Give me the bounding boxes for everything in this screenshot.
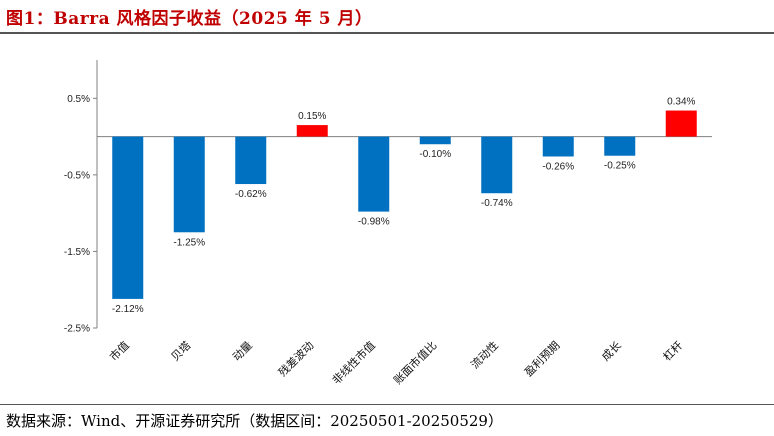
category-label: 成长 bbox=[599, 339, 624, 364]
data-label: -0.74% bbox=[481, 198, 513, 209]
data-label: -0.26% bbox=[542, 161, 574, 172]
category-label: 非线性市值 bbox=[329, 338, 378, 387]
bar-8 bbox=[542, 136, 574, 157]
bar-2 bbox=[173, 136, 205, 233]
category-label: 残差波动 bbox=[275, 338, 316, 379]
bar-7 bbox=[481, 136, 513, 194]
data-label: -1.25% bbox=[173, 237, 205, 248]
category-label: 账面市值比 bbox=[391, 338, 440, 387]
data-label: -0.98% bbox=[358, 217, 390, 228]
source-note: 数据来源：Wind、开源证券研究所（数据区间：20250501-20250529… bbox=[6, 412, 503, 430]
data-label: -2.12% bbox=[112, 304, 144, 315]
y-tick-label: -1.5% bbox=[64, 247, 90, 258]
data-label: 0.15% bbox=[298, 111, 326, 122]
category-label: 杠杆 bbox=[660, 338, 685, 363]
category-label: 贝塔 bbox=[169, 339, 194, 364]
footer-divider bbox=[0, 404, 774, 405]
data-label: -0.25% bbox=[604, 161, 636, 172]
y-tick-label: 0.5% bbox=[67, 94, 90, 105]
category-label: 盈利预期 bbox=[522, 339, 562, 379]
bar-6 bbox=[419, 136, 451, 145]
page-title: 图1：Barra 风格因子收益（2025 年 5 月） bbox=[6, 9, 373, 29]
data-label: -0.62% bbox=[235, 189, 267, 200]
category-label: 市值 bbox=[106, 338, 131, 363]
bar-chart: 0.5% -0.5% -1.5% -2.5% -2.12% -1.25% -0.62% 0.… bbox=[64, 60, 712, 387]
category-label: 流动性 bbox=[468, 338, 501, 371]
category-label: 动量 bbox=[230, 339, 255, 364]
bar-5 bbox=[358, 136, 390, 212]
bar-10 bbox=[665, 110, 697, 137]
data-label: 0.34% bbox=[667, 97, 695, 108]
bar-3 bbox=[235, 136, 267, 185]
y-tick-label: -2.5% bbox=[64, 324, 90, 335]
title-divider bbox=[0, 32, 774, 34]
bar-1 bbox=[112, 136, 144, 299]
y-tick-label: -0.5% bbox=[64, 170, 90, 181]
data-label: -0.10% bbox=[419, 149, 451, 160]
bar-4 bbox=[296, 125, 328, 137]
bar-9 bbox=[604, 136, 636, 156]
